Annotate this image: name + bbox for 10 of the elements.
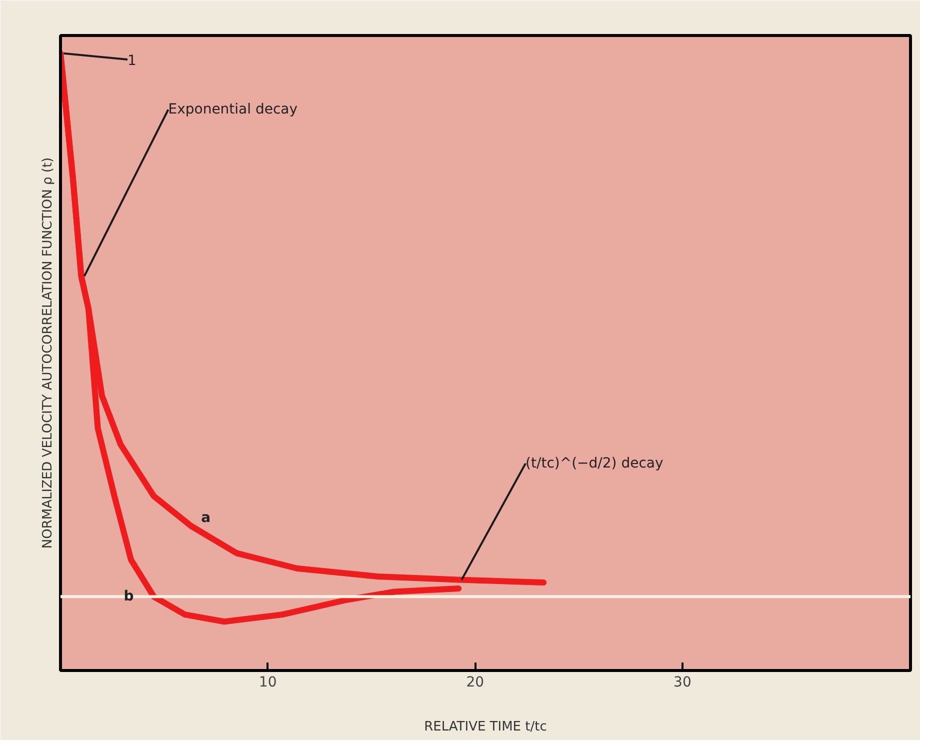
annotation: Exponential decay <box>168 102 298 118</box>
annotation: 1 <box>128 52 136 69</box>
y-axis-title: NORMALIZED VELOCITY AUTOCORRELATION FUNCTION ρ (t) <box>40 157 56 549</box>
series-label: b <box>124 588 134 605</box>
series-label: a <box>201 510 211 526</box>
x-tick-label: 20 <box>466 674 484 690</box>
x-tick-label: 10 <box>258 674 277 690</box>
x-axis-title: RELATIVE TIME t/tc <box>424 720 547 734</box>
annotation: (t/tc)^(−d/2) decay <box>526 455 664 472</box>
x-tick-label: 30 <box>674 674 692 690</box>
